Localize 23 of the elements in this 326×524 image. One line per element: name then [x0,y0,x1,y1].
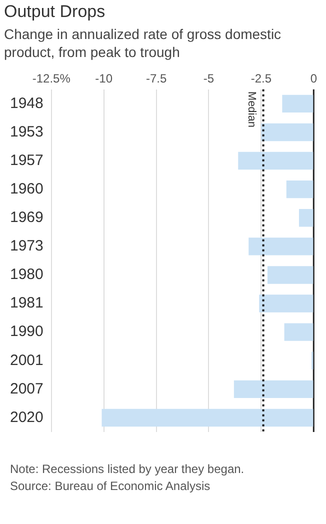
x-tick-label: -7.5 [146,72,167,86]
y-tick-label: 2007 [10,380,44,398]
y-tick-label: 1990 [10,323,44,340]
x-tick-label: -10 [95,72,113,86]
y-tick-label: 1953 [10,123,44,140]
y-tick-label: 2001 [10,352,44,369]
text: Note: Recessions listed by year they began. [10,461,246,478]
x-tick-label: -12.5% [32,72,71,86]
y-tick-label: 1973 [10,238,44,255]
y-tick-label: 1960 [10,180,44,198]
chart-subtitle: Change in annualized rate of gross domestic product, from peak to trough [4,25,282,61]
ref-line-label: Median [245,91,258,128]
y-tick-label: 1957 [10,152,44,169]
y-tick-label: 1980 [10,266,44,284]
x-tick-label: -5 [203,72,214,86]
source-note: Source: Bureau of Economic Analysis [10,478,212,495]
x-tick-label: -2.5 [250,72,272,86]
chart-title: Output Drops [4,2,106,22]
y-tick-label: 1981 [10,294,44,312]
x-tick-label: 0 [310,72,318,86]
y-tick-label: 1948 [10,94,44,112]
y-tick-label: 2020 [10,408,44,426]
y-tick-label: 1969 [10,209,44,226]
